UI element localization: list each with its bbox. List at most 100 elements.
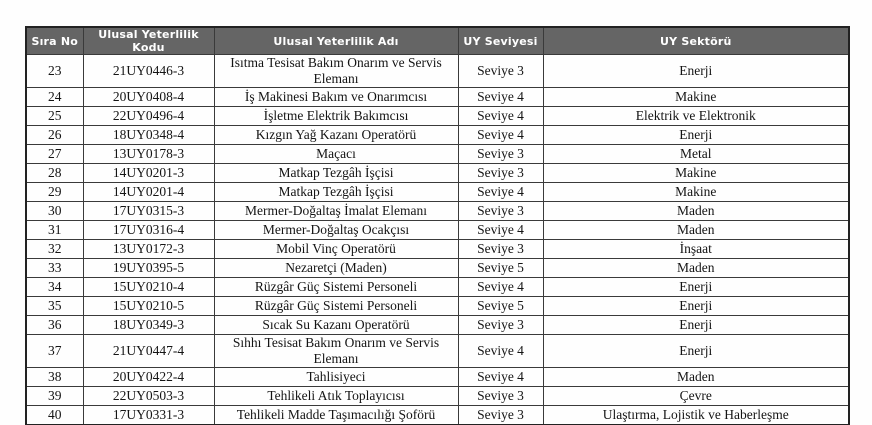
cell-uy-seviyesi: Seviye 3	[457, 315, 544, 335]
cell-yeterlilik-adi: Matkap Tezgâh İşçisi	[213, 182, 459, 202]
cell-yeterlilik-adi: Rüzgâr Güç Sistemi Personeli	[213, 296, 459, 316]
table-row: 24 20UY0408-4 İş Makinesi Bakım ve Onarı…	[25, 87, 850, 107]
cell-uy-sektoru: Enerji	[542, 54, 850, 88]
table-header-row: Sıra No Ulusal Yeterlilik Kodu Ulusal Ye…	[25, 26, 850, 55]
cell-yeterlilik-adi: Tahlisiyeci	[213, 367, 459, 387]
cell-uy-seviyesi: Seviye 4	[457, 182, 544, 202]
cell-yeterlilik-kodu: 22UY0496-4	[82, 106, 215, 126]
cell-uy-seviyesi: Seviye 3	[457, 405, 544, 425]
cell-yeterlilik-kodu: 20UY0408-4	[82, 87, 215, 107]
cell-uy-seviyesi: Seviye 3	[457, 239, 544, 259]
cell-uy-seviyesi: Seviye 4	[457, 87, 544, 107]
column-header-sira-no: Sıra No	[25, 26, 84, 55]
cell-uy-seviyesi: Seviye 5	[457, 296, 544, 316]
cell-yeterlilik-adi: Nezaretçi (Maden)	[213, 258, 459, 278]
cell-sira-no: 34	[25, 277, 84, 297]
cell-yeterlilik-adi: Matkap Tezgâh İşçisi	[213, 163, 459, 183]
table-row: 33 19UY0395-5 Nezaretçi (Maden) Seviye 5…	[25, 258, 850, 278]
cell-sira-no: 38	[25, 367, 84, 387]
cell-uy-seviyesi: Seviye 4	[457, 277, 544, 297]
table-row: 30 17UY0315-3 Mermer-Doğaltaş İmalat Ele…	[25, 201, 850, 221]
cell-uy-seviyesi: Seviye 5	[457, 258, 544, 278]
cell-sira-no: 39	[25, 386, 84, 406]
cell-uy-seviyesi: Seviye 3	[457, 163, 544, 183]
cell-uy-sektoru: Ulaştırma, Lojistik ve Haberleşme	[542, 405, 850, 425]
cell-sira-no: 36	[25, 315, 84, 335]
cell-yeterlilik-adi: Mobil Vinç Operatörü	[213, 239, 459, 259]
cell-uy-sektoru: Maden	[542, 201, 850, 221]
cell-yeterlilik-kodu: 19UY0395-5	[82, 258, 215, 278]
table-row: 37 21UY0447-4 Sıhhı Tesisat Bakım Onarım…	[25, 334, 850, 368]
table-row: 23 21UY0446-3 Isıtma Tesisat Bakım Onarı…	[25, 54, 850, 88]
table-row: 29 14UY0201-4 Matkap Tezgâh İşçisi Seviy…	[25, 182, 850, 202]
cell-yeterlilik-adi: Tehlikeli Atık Toplayıcısı	[213, 386, 459, 406]
cell-sira-no: 31	[25, 220, 84, 240]
cell-sira-no: 30	[25, 201, 84, 221]
cell-sira-no: 26	[25, 125, 84, 145]
cell-yeterlilik-adi: İş Makinesi Bakım ve Onarımcısı	[213, 87, 459, 107]
table-body: 23 21UY0446-3 Isıtma Tesisat Bakım Onarı…	[25, 54, 850, 425]
column-header-uy-sektoru: UY Sektörü	[542, 26, 850, 55]
column-header-yeterlilik-adi: Ulusal Yeterlilik Adı	[213, 26, 459, 55]
cell-yeterlilik-kodu: 15UY0210-4	[82, 277, 215, 297]
cell-uy-seviyesi: Seviye 4	[457, 106, 544, 126]
table-row: 40 17UY0331-3 Tehlikeli Madde Taşımacılı…	[25, 405, 850, 425]
table-row: 38 20UY0422-4 Tahlisiyeci Seviye 4 Maden	[25, 367, 850, 387]
cell-sira-no: 27	[25, 144, 84, 164]
cell-uy-sektoru: Maden	[542, 258, 850, 278]
cell-uy-seviyesi: Seviye 4	[457, 125, 544, 145]
cell-yeterlilik-kodu: 14UY0201-3	[82, 163, 215, 183]
cell-uy-sektoru: Maden	[542, 367, 850, 387]
cell-uy-sektoru: Enerji	[542, 277, 850, 297]
table-row: 35 15UY0210-5 Rüzgâr Güç Sistemi Persone…	[25, 296, 850, 316]
cell-yeterlilik-kodu: 13UY0178-3	[82, 144, 215, 164]
cell-yeterlilik-kodu: 21UY0446-3	[82, 54, 215, 88]
cell-uy-sektoru: Çevre	[542, 386, 850, 406]
cell-sira-no: 28	[25, 163, 84, 183]
cell-yeterlilik-kodu: 15UY0210-5	[82, 296, 215, 316]
cell-uy-seviyesi: Seviye 4	[457, 220, 544, 240]
cell-uy-sektoru: Enerji	[542, 334, 850, 368]
cell-uy-sektoru: Enerji	[542, 125, 850, 145]
cell-yeterlilik-kodu: 14UY0201-4	[82, 182, 215, 202]
cell-uy-sektoru: Makine	[542, 87, 850, 107]
cell-yeterlilik-adi: Sıhhı Tesisat Bakım Onarım ve Servis Ele…	[213, 334, 459, 368]
qualifications-table: Sıra No Ulusal Yeterlilik Kodu Ulusal Ye…	[25, 26, 850, 425]
cell-yeterlilik-adi: Maçacı	[213, 144, 459, 164]
cell-yeterlilik-adi: Isıtma Tesisat Bakım Onarım ve Servis El…	[213, 54, 459, 88]
table-row: 32 13UY0172-3 Mobil Vinç Operatörü Seviy…	[25, 239, 850, 259]
table-row: 28 14UY0201-3 Matkap Tezgâh İşçisi Seviy…	[25, 163, 850, 183]
table-row: 25 22UY0496-4 İşletme Elektrik Bakımcısı…	[25, 106, 850, 126]
cell-uy-sektoru: Makine	[542, 182, 850, 202]
table-row: 36 18UY0349-3 Sıcak Su Kazanı Operatörü …	[25, 315, 850, 335]
cell-uy-sektoru: Enerji	[542, 296, 850, 316]
cell-uy-sektoru: Elektrik ve Elektronik	[542, 106, 850, 126]
cell-yeterlilik-kodu: 22UY0503-3	[82, 386, 215, 406]
cell-yeterlilik-kodu: 17UY0315-3	[82, 201, 215, 221]
cell-yeterlilik-kodu: 13UY0172-3	[82, 239, 215, 259]
table-row: 39 22UY0503-3 Tehlikeli Atık Toplayıcısı…	[25, 386, 850, 406]
cell-uy-sektoru: Metal	[542, 144, 850, 164]
cell-yeterlilik-kodu: 20UY0422-4	[82, 367, 215, 387]
cell-uy-seviyesi: Seviye 4	[457, 334, 544, 368]
cell-uy-sektoru: Enerji	[542, 315, 850, 335]
table-row: 34 15UY0210-4 Rüzgâr Güç Sistemi Persone…	[25, 277, 850, 297]
cell-sira-no: 40	[25, 405, 84, 425]
cell-sira-no: 35	[25, 296, 84, 316]
cell-yeterlilik-adi: Rüzgâr Güç Sistemi Personeli	[213, 277, 459, 297]
cell-uy-seviyesi: Seviye 3	[457, 201, 544, 221]
cell-sira-no: 33	[25, 258, 84, 278]
cell-yeterlilik-kodu: 17UY0316-4	[82, 220, 215, 240]
cell-yeterlilik-kodu: 21UY0447-4	[82, 334, 215, 368]
cell-yeterlilik-adi: Kızgın Yağ Kazanı Operatörü	[213, 125, 459, 145]
cell-uy-seviyesi: Seviye 3	[457, 386, 544, 406]
cell-yeterlilik-adi: Sıcak Su Kazanı Operatörü	[213, 315, 459, 335]
cell-uy-sektoru: İnşaat	[542, 239, 850, 259]
cell-yeterlilik-adi: İşletme Elektrik Bakımcısı	[213, 106, 459, 126]
cell-sira-no: 37	[25, 334, 84, 368]
table-row: 31 17UY0316-4 Mermer-Doğaltaş Ocakçısı S…	[25, 220, 850, 240]
cell-uy-seviyesi: Seviye 3	[457, 54, 544, 88]
cell-sira-no: 24	[25, 87, 84, 107]
column-header-yeterlilik-kodu: Ulusal Yeterlilik Kodu	[82, 26, 215, 55]
